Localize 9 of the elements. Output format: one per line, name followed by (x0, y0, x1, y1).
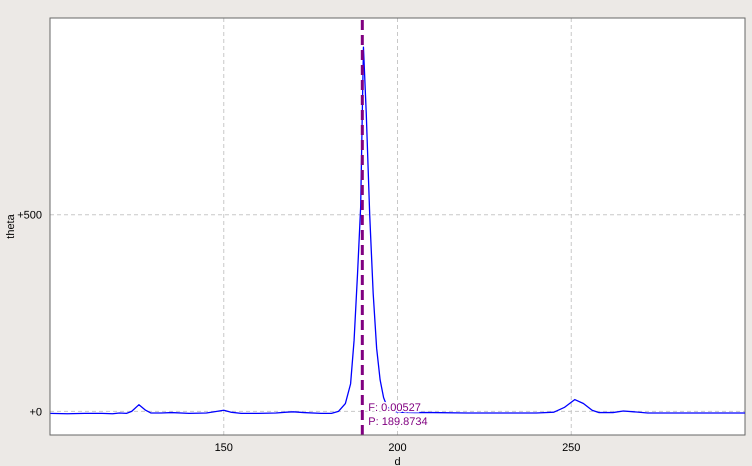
annotation: P: 189.8734 (368, 416, 428, 428)
y-tick-label: +0 (29, 406, 42, 418)
x-tick-label: 250 (562, 442, 580, 454)
y-tick-label: +500 (17, 210, 42, 222)
x-axis-title: d (394, 456, 401, 466)
line-series (50, 46, 745, 414)
x-tick-label: 150 (214, 442, 233, 454)
y-axis-title: theta (4, 213, 17, 239)
x-tick-label: 200 (388, 442, 407, 454)
